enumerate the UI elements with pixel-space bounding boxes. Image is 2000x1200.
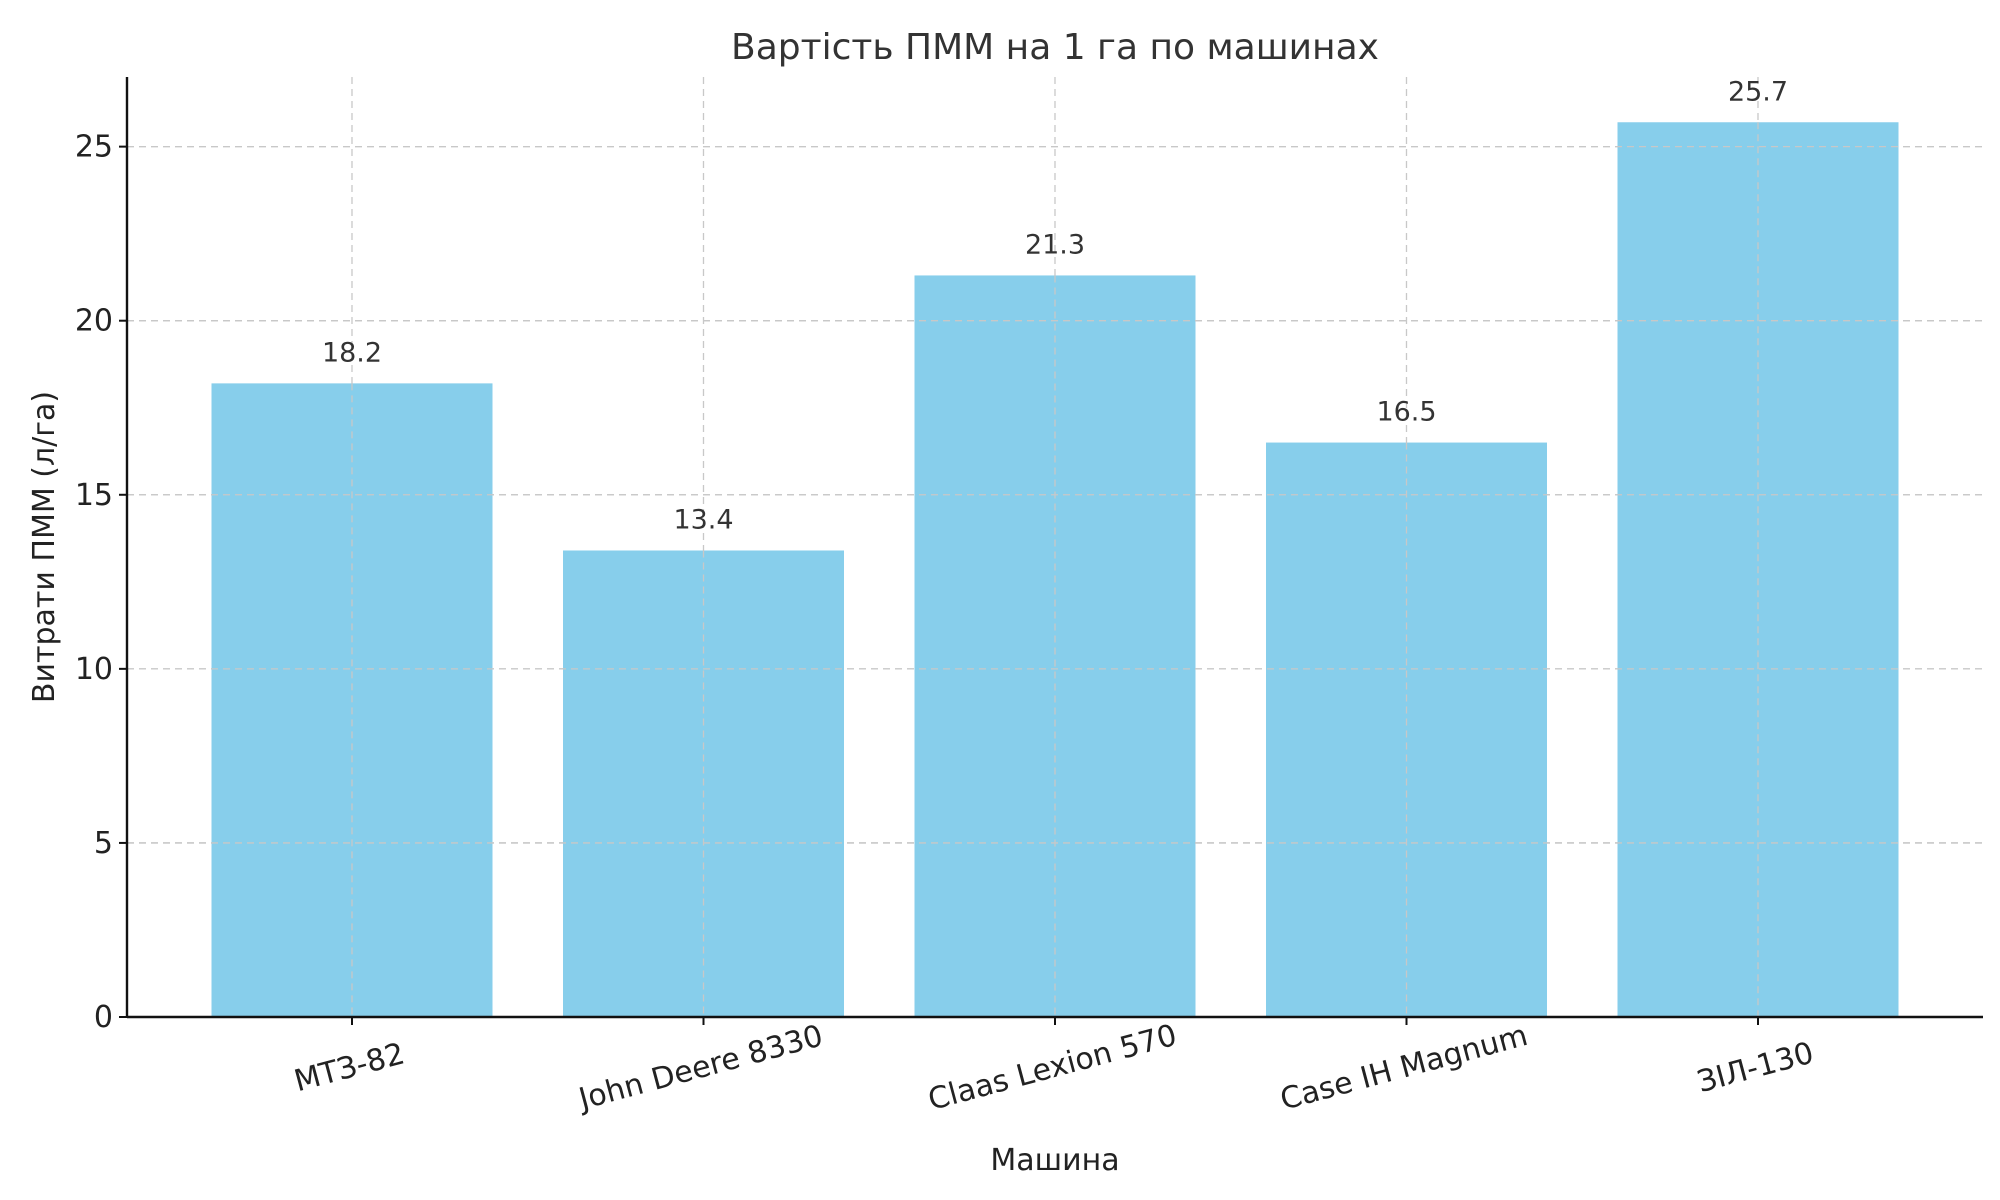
bar-value-label: 13.4 — [673, 504, 733, 535]
x-tick-label: John Deere 8330 — [573, 1018, 826, 1117]
bar — [1266, 442, 1547, 1017]
y-tick-label: 10 — [75, 652, 113, 687]
y-axis-label: Витрати ПММ (л/га) — [27, 391, 62, 703]
x-tick-label: ЗІЛ-130 — [1694, 1036, 1818, 1101]
y-tick-label: 20 — [75, 304, 113, 339]
bar-value-label: 16.5 — [1376, 397, 1436, 428]
bars-layer — [127, 122, 1983, 1017]
x-axis-label: Машина — [990, 1143, 1119, 1178]
y-tick-label: 25 — [75, 130, 113, 165]
y-tick-label: 5 — [94, 826, 113, 861]
chart-title: Вартість ПММ на 1 га по машинах — [731, 27, 1379, 68]
x-tick-label: Case IH Magnum — [1277, 1018, 1532, 1118]
bar-value-label: 21.3 — [1025, 229, 1085, 260]
x-tick-label: МТЗ-82 — [291, 1036, 409, 1099]
y-tick-label: 15 — [75, 478, 113, 513]
bar-value-label: 25.7 — [1728, 76, 1788, 107]
y-tick-label: 0 — [94, 1000, 113, 1035]
data-labels-layer: 18.2 13.4 21.3 16.5 25.7 — [322, 76, 1788, 535]
x-tick-label: Claas Lexion 570 — [925, 1018, 1181, 1118]
bar-value-label: 18.2 — [322, 337, 382, 368]
